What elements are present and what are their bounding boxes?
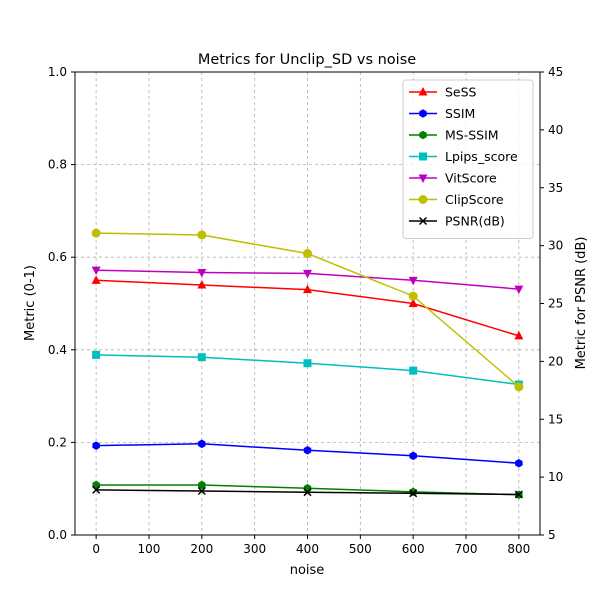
data-point-psnr-db-stroke [303,488,312,497]
x-axis-ticks: 0 100 200 300 400 500 600 700 800 [92,535,530,556]
data-point-ssim [409,451,417,461]
legend-label-ssim: SSIM [445,106,475,121]
y2-axis-label: Metric for PSNR (dB) [574,237,589,370]
data-point-psnr-db [92,485,101,494]
y2-tick-label: 35 [548,181,563,195]
y2-tick-label: 10 [548,470,563,484]
y2-tick-label: 25 [548,297,563,311]
data-point-psnr-db-stroke [197,486,206,496]
data-point-psnr-db-stroke [92,485,101,494]
legend-marker-ms-ssim [419,130,427,140]
x-tick-label: 0 [92,542,100,556]
data-point-clipscore [91,228,101,238]
series-sess [91,275,524,340]
legend-marker-vitscore [418,174,428,183]
y2-tick-label: 40 [548,123,563,137]
legend-marker-sess [418,87,428,96]
y2-axis-ticks: 5 10 15 20 25 30 35 40 45 [540,65,563,542]
legend-label-vitscore: VitScore [445,171,497,186]
legend-label-psnr-db: PSNR(dB) [445,214,505,229]
x-axis-label: noise [290,563,325,578]
data-point-ms-ssim [409,487,417,497]
data-point-ssim [303,445,312,455]
legend: SeSS SSIM MS-SSIM Lpips_score VitScore ClipSc… [402,79,534,239]
legend-label-lpips-score: Lpips_score [445,149,518,164]
data-point-lpips-score [409,366,418,375]
data-point-clipscore [408,291,418,301]
series-clipscore [91,228,524,392]
legend-label-sess: SeSS [445,85,477,100]
data-point-vitscore [197,268,207,278]
y2-tick-label: 20 [548,354,563,368]
y2-tick-label: 30 [548,239,563,253]
series-layer [91,228,524,500]
data-point-ssim [92,441,100,450]
legend-marker-psnr-db [418,216,428,226]
y2-tick-label: 15 [548,412,563,426]
x-tick-label: 300 [243,542,266,556]
data-point-psnr-db [409,489,418,498]
series-vitscore [91,266,524,295]
data-point-clipscore [514,382,524,392]
y-tick-label: 0.8 [48,158,67,172]
legend-marker-psnr-db-stroke [418,216,428,226]
data-point-psnr-db [303,488,312,497]
y-tick-label: 1.0 [48,65,67,79]
x-tick-label: 500 [349,542,372,556]
x-tick-label: 600 [402,542,425,556]
legend-label-clipscore: ClipScore [445,192,504,207]
y-tick-label: 0.4 [48,343,67,357]
x-tick-label: 800 [507,542,530,556]
data-point-vitscore [303,269,312,279]
data-point-vitscore [91,266,101,276]
data-point-sess [408,298,418,307]
legend-marker-lpips-score [419,152,427,161]
data-point-ssim [198,439,206,449]
x-tick-label: 200 [190,542,213,556]
y2-tick-label: 5 [548,528,556,542]
y-axis-ticks: 0.0 0.2 0.4 0.6 0.8 1.0 [48,65,75,542]
data-point-ssim [515,458,523,468]
data-point-sess [197,279,207,289]
legend-marker-clipscore [418,195,428,204]
legend-label-ms-ssim: MS-SSIM [445,128,499,143]
data-point-ms-ssim [198,480,206,490]
x-tick-label: 100 [138,542,161,556]
data-point-lpips-score [197,353,206,362]
y-tick-label: 0.6 [48,250,67,264]
y-tick-label: 0.0 [48,528,67,542]
legend-marker-ssim [419,109,427,118]
data-point-lpips-score [92,350,101,359]
data-point-sess [303,284,312,294]
data-point-vitscore [514,285,524,295]
series-ssim [92,439,523,468]
y-tick-label: 0.2 [48,435,67,449]
data-point-clipscore [197,230,207,240]
data-point-psnr-db [514,490,523,499]
data-point-sess [91,275,101,284]
data-point-vitscore [408,276,418,286]
x-tick-label: 700 [455,542,478,556]
data-point-psnr-db-stroke [514,490,523,499]
data-point-clipscore [303,248,312,258]
data-point-psnr-db [197,486,206,496]
y-axis-label: Metric (0-1) [23,265,38,341]
x-tick-label: 400 [296,542,319,556]
chart-title: Metrics for Unclip_SD vs noise [198,52,416,68]
data-point-sess [514,330,524,340]
series-psnr-db [92,485,523,499]
data-point-psnr-db-stroke [409,489,418,498]
y2-tick-label: 45 [548,65,563,79]
data-point-lpips-score [303,359,312,368]
